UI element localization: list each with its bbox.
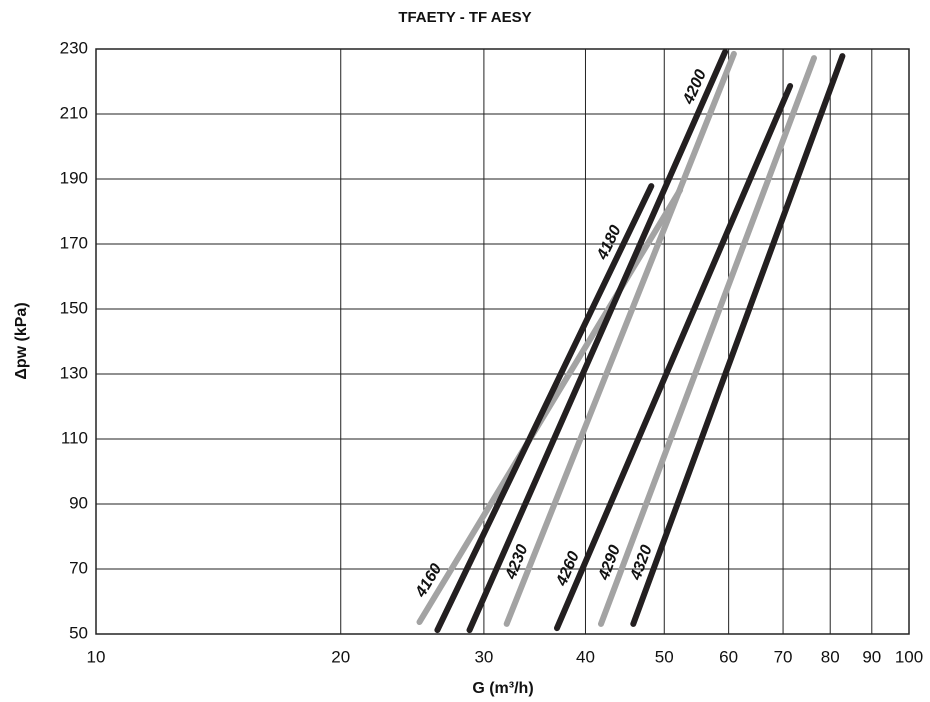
y-tick-label: 170 [60, 233, 88, 252]
series-line [503, 50, 737, 627]
series-line [630, 53, 846, 627]
x-tick-label: 80 [821, 647, 840, 666]
y-tick-label: 90 [69, 493, 88, 512]
y-tick-label: 210 [60, 103, 88, 122]
x-axis-label: G (m³/h) [472, 680, 533, 697]
x-tick-label: 30 [474, 647, 493, 666]
series-line [554, 83, 794, 632]
x-tick-label: 90 [862, 647, 881, 666]
series-label: 4160 [412, 561, 446, 601]
x-tick-label: 50 [655, 647, 674, 666]
y-tick-label: 110 [61, 428, 88, 447]
y-tick-label: 230 [60, 38, 88, 57]
series-line [434, 183, 655, 634]
plot-frame [95, 48, 910, 635]
x-tick-label: 40 [576, 647, 595, 666]
series-line [598, 55, 817, 627]
series-line [466, 48, 729, 634]
x-tick-label: 100 [895, 647, 923, 666]
y-tick-label: 50 [69, 623, 88, 642]
x-tick-label: 20 [331, 647, 350, 666]
y-tick-label: 70 [69, 558, 88, 577]
y-tick-label: 150 [60, 298, 88, 317]
x-tick-label: 10 [87, 647, 106, 666]
chart-title: TFAETY - TF AESY [398, 9, 531, 26]
y-axis-label: Δpw (kPa) [13, 302, 30, 379]
x-tick-label: 70 [774, 647, 793, 666]
y-tick-label: 130 [60, 363, 88, 382]
series-line [416, 187, 684, 625]
x-tick-label: 60 [719, 647, 738, 666]
y-tick-label: 190 [60, 168, 88, 187]
